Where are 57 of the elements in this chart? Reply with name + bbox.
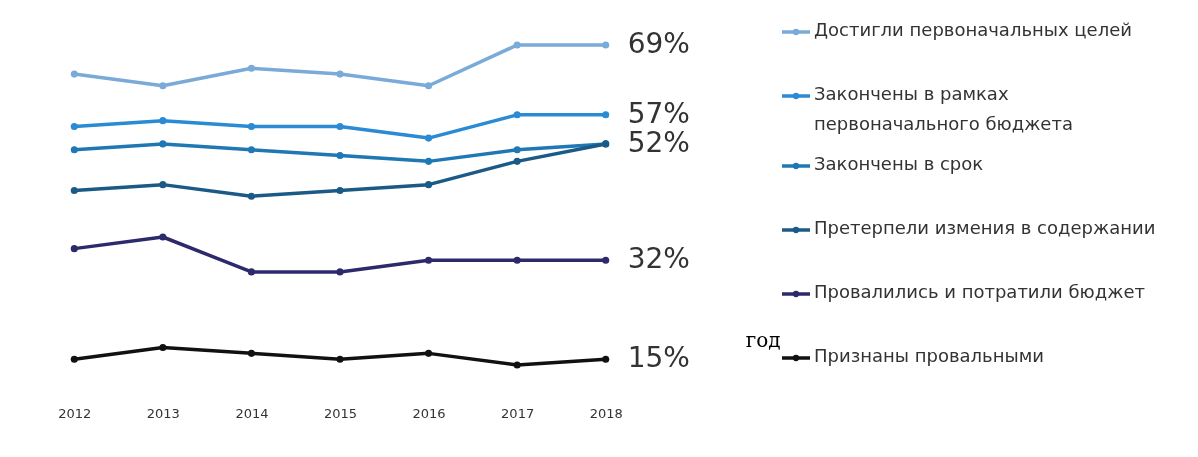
point — [336, 152, 344, 160]
point — [247, 146, 255, 154]
point — [513, 146, 521, 154]
point — [336, 355, 344, 363]
legend-label: Достигли первоначальных целей — [814, 19, 1132, 40]
x-axis-title: год — [745, 327, 781, 352]
point — [70, 146, 78, 154]
point — [602, 355, 610, 363]
x-tick-label: 2014 — [235, 405, 269, 421]
legend-label: Закончены в рамках первоначального бюджета — [814, 83, 1073, 134]
legend-label: Провалились и потратили бюджет — [814, 281, 1145, 302]
point — [425, 256, 433, 264]
point — [159, 233, 167, 241]
point — [513, 256, 521, 264]
point — [159, 82, 167, 90]
point — [247, 64, 255, 72]
point — [336, 70, 344, 78]
x-tick-label: 2013 — [146, 405, 180, 421]
data-label: 32% — [627, 242, 690, 276]
point — [425, 181, 433, 189]
x-tick-label: 2016 — [412, 405, 446, 421]
point — [247, 268, 255, 276]
point — [70, 186, 78, 194]
data-label: 69% — [627, 27, 690, 60]
point — [602, 111, 610, 119]
point — [70, 245, 78, 253]
legend-label: Закончены в срок — [814, 153, 984, 174]
x-tick-label: 2012 — [58, 405, 92, 421]
point — [336, 186, 344, 194]
point — [425, 82, 433, 90]
point — [247, 349, 255, 357]
point — [70, 122, 78, 130]
point — [425, 157, 433, 165]
point — [247, 122, 255, 130]
point — [513, 361, 521, 369]
data-label: 15% — [627, 341, 690, 375]
point — [513, 41, 521, 49]
point — [336, 122, 344, 130]
point — [602, 256, 610, 264]
point — [159, 344, 167, 352]
x-tick-label: 2017 — [501, 405, 535, 421]
point — [247, 192, 255, 200]
point — [159, 117, 167, 125]
point — [70, 355, 78, 363]
x-tick-label: 2018 — [589, 405, 623, 421]
point — [159, 140, 167, 148]
legend-label: Признаны провальными — [814, 345, 1044, 366]
point — [159, 181, 167, 189]
point — [70, 70, 78, 78]
point — [513, 157, 521, 165]
point — [513, 111, 521, 119]
point — [336, 268, 344, 276]
point — [602, 41, 610, 49]
x-tick-label: 2015 — [323, 405, 358, 421]
legend-label: Претерпели измения в содержании — [814, 217, 1156, 238]
point — [425, 349, 433, 357]
point — [425, 134, 433, 142]
